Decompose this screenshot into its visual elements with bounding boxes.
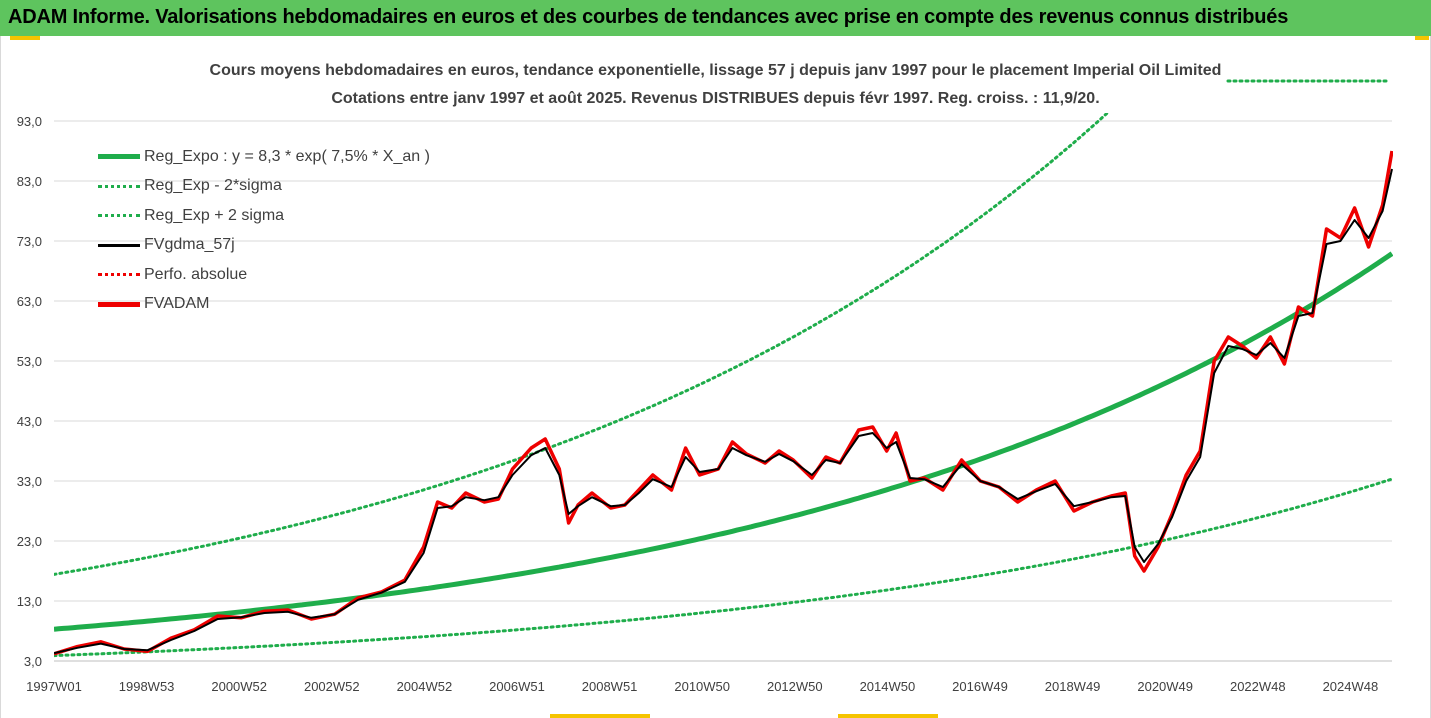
yellow-accent-top-right xyxy=(1415,36,1429,40)
legend-label: Perfo. absolue xyxy=(144,265,248,283)
legend-item: Reg_Expo : y = 8,3 * exp( 7,5% * X_an ) xyxy=(98,142,430,172)
fvadam-series-line xyxy=(54,150,1393,656)
x-tick-label: 2018W49 xyxy=(1045,679,1101,694)
legend-swatch xyxy=(98,273,140,277)
chart-title-line2: Cotations entre janv 1997 et août 2025. … xyxy=(331,90,1100,107)
legend-item: FVADAM xyxy=(98,290,430,320)
yellow-accent-bottom-left xyxy=(550,714,650,718)
legend-item: Reg_Exp - 2*sigma xyxy=(98,172,430,202)
y-tick-label: 23,0 xyxy=(17,534,42,549)
x-tick-label: 2024W48 xyxy=(1323,679,1379,694)
y-tick-label: 73,0 xyxy=(17,234,42,249)
legend-item: Reg_Exp + 2 sigma xyxy=(98,201,430,231)
legend-item: FVgdma_57j xyxy=(98,231,430,261)
x-tick-label: 2000W52 xyxy=(211,679,267,694)
chart-title-line1: Cours moyens hebdomadaires en euros, ten… xyxy=(209,62,1222,79)
x-tick-label: 2022W48 xyxy=(1230,679,1286,694)
x-tick-label: 1998W53 xyxy=(119,679,175,694)
legend-label: Reg_Expo : y = 8,3 * exp( 7,5% * X_an ) xyxy=(144,147,430,165)
x-tick-label: 2004W52 xyxy=(397,679,453,694)
yellow-accent-top-left xyxy=(10,36,40,40)
yellow-accent-bottom-right xyxy=(838,714,938,718)
x-tick-label: 2014W50 xyxy=(860,679,916,694)
x-tick-label: 1997W01 xyxy=(26,679,82,694)
report-banner: ADAM Informe. Valorisations hebdomadaire… xyxy=(0,0,1431,36)
legend-label: FVgdma_57j xyxy=(144,236,235,254)
y-tick-label: 3,0 xyxy=(24,654,42,669)
x-tick-label: 2008W51 xyxy=(582,679,638,694)
legend-swatch xyxy=(98,154,140,160)
x-tick-label: 2016W49 xyxy=(952,679,1008,694)
legend-label: Reg_Exp - 2*sigma xyxy=(144,177,282,195)
legend-item: Perfo. absolue xyxy=(98,260,430,290)
legend-label: FVADAM xyxy=(144,295,210,313)
y-tick-label: 13,0 xyxy=(17,594,42,609)
x-tick-label: 2010W50 xyxy=(674,679,730,694)
y-tick-label: 53,0 xyxy=(17,354,42,369)
legend-label: Reg_Exp + 2 sigma xyxy=(144,206,285,224)
x-tick-label: 2012W50 xyxy=(767,679,823,694)
y-tick-label: 63,0 xyxy=(17,294,42,309)
x-tick-label: 2002W52 xyxy=(304,679,360,694)
x-tick-label: 2006W51 xyxy=(489,679,545,694)
y-tick-label: 83,0 xyxy=(17,174,42,189)
legend-swatch xyxy=(98,301,140,307)
chart-legend: Reg_Expo : y = 8,3 * exp( 7,5% * X_an ) R… xyxy=(98,142,430,319)
x-tick-label: 2020W49 xyxy=(1137,679,1193,694)
legend-swatch xyxy=(98,214,140,218)
legend-swatch xyxy=(98,243,140,247)
lower-sigma-curve xyxy=(54,477,1393,658)
report-title: ADAM Informe. Valorisations hebdomadaire… xyxy=(8,6,1289,28)
y-tick-label: 33,0 xyxy=(17,474,42,489)
legend-swatch xyxy=(98,184,140,188)
fvgdma-series-line xyxy=(54,168,1393,655)
regression-curve xyxy=(54,251,1393,632)
upper-sigma-curve xyxy=(54,113,1110,576)
y-tick-label: 93,0 xyxy=(17,114,42,129)
y-tick-label: 43,0 xyxy=(17,414,42,429)
